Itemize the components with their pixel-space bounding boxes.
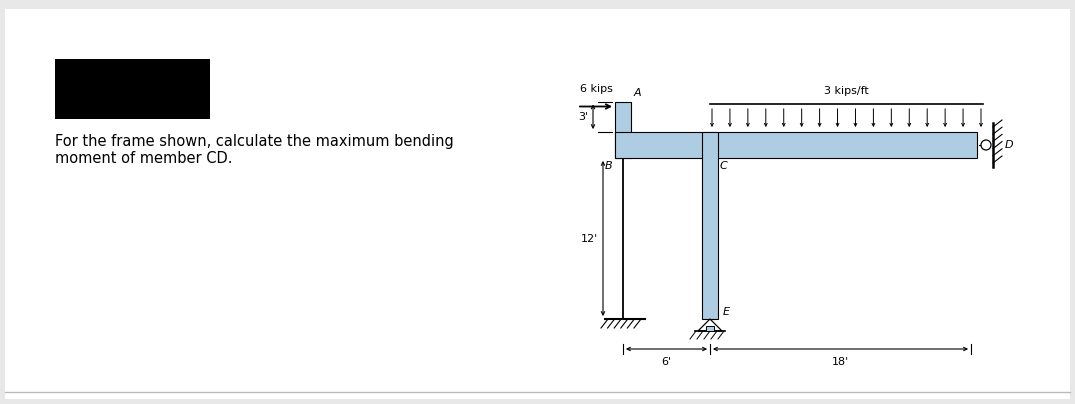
Text: A: A — [634, 88, 642, 99]
Circle shape — [981, 140, 991, 150]
Bar — [615, 101, 631, 158]
Polygon shape — [698, 319, 722, 331]
Text: 3 kips/ft: 3 kips/ft — [825, 86, 869, 96]
Text: 6': 6' — [661, 357, 672, 367]
Bar — [55, 59, 210, 119]
Text: 3': 3' — [578, 112, 588, 122]
Bar — [706, 326, 714, 331]
Text: 12': 12' — [580, 234, 598, 244]
Text: D: D — [1005, 140, 1014, 150]
Text: 18': 18' — [832, 357, 849, 367]
Text: For the frame shown, calculate the maximum bending
moment of member CD.: For the frame shown, calculate the maxim… — [55, 134, 454, 166]
Text: B: B — [604, 161, 612, 171]
Text: 6 kips: 6 kips — [579, 84, 613, 95]
Bar — [702, 132, 718, 319]
Bar — [615, 132, 977, 158]
Text: E: E — [723, 307, 730, 317]
Text: C: C — [720, 161, 728, 171]
